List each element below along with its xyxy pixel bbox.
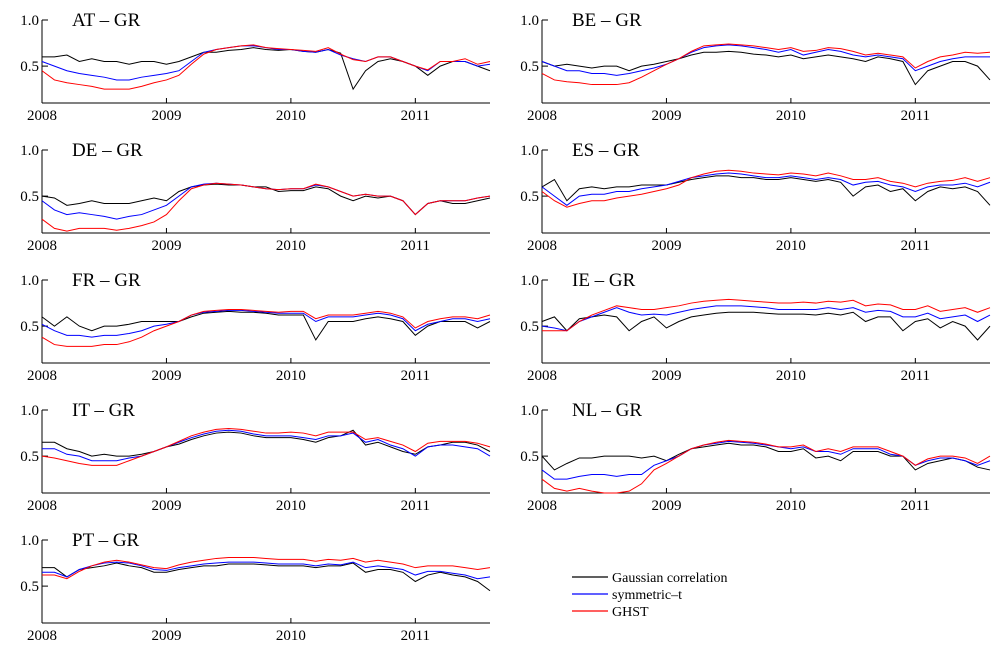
y-tick-label: 1.0 [20, 273, 39, 289]
x-tick-label: 2008 [527, 238, 557, 254]
x-tick-label: 2009 [651, 108, 681, 124]
x-tick-label: 2008 [27, 628, 57, 644]
series-line [41, 309, 491, 347]
x-tick-label: 2011 [401, 628, 430, 644]
y-tick-label: 0.5 [20, 59, 39, 75]
series-line [541, 50, 991, 86]
y-tick-label: 1.0 [520, 143, 539, 159]
series-line [541, 311, 991, 341]
y-tick-label: 1.0 [20, 13, 39, 29]
panel-title: NL – GR [572, 400, 642, 421]
series-line [541, 43, 991, 86]
y-tick-label: 1.0 [20, 143, 39, 159]
y-tick-label: 1.0 [20, 533, 39, 549]
series-line [541, 44, 990, 76]
x-tick-label: 2009 [151, 368, 181, 384]
panel-title: ES – GR [572, 140, 640, 161]
series-line [541, 172, 991, 206]
x-tick-label: 2010 [276, 368, 306, 384]
panel-title: FR – GR [72, 270, 141, 291]
x-tick-label: 2011 [401, 368, 430, 384]
x-tick-label: 2010 [276, 628, 306, 644]
y-tick-label: 0.5 [20, 579, 39, 595]
x-tick-label: 2008 [527, 368, 557, 384]
series-line [42, 557, 491, 580]
series-line [42, 429, 491, 457]
x-tick-label: 2008 [27, 108, 57, 124]
x-tick-label: 2010 [776, 368, 806, 384]
panel-title: IE – GR [572, 270, 636, 291]
y-tick-label: 1.0 [520, 273, 539, 289]
x-tick-label: 2010 [776, 238, 806, 254]
x-tick-label: 2011 [901, 498, 930, 514]
series-line [42, 561, 491, 580]
y-tick-label: 0.5 [520, 449, 539, 465]
x-tick-label: 2009 [151, 108, 181, 124]
x-tick-label: 2009 [651, 498, 681, 514]
series-line [41, 427, 491, 466]
series-line [42, 429, 491, 462]
x-tick-label: 2010 [776, 498, 806, 514]
x-tick-label: 2009 [651, 238, 681, 254]
x-tick-label: 2008 [27, 498, 57, 514]
x-tick-label: 2008 [27, 238, 57, 254]
panel-title: PT – GR [72, 530, 140, 551]
panel-title: AT – GR [72, 10, 141, 31]
y-tick-label: 1.0 [520, 403, 539, 419]
panel-title: DE – GR [72, 140, 143, 161]
series-line [542, 298, 991, 332]
panel-title: BE – GR [572, 10, 642, 31]
y-tick-label: 0.5 [20, 319, 39, 335]
y-tick-label: 1.0 [520, 13, 539, 29]
series-line [541, 439, 991, 494]
series-line [42, 562, 491, 592]
series-line [41, 182, 491, 232]
x-tick-label: 2011 [901, 108, 930, 124]
x-tick-label: 2011 [901, 238, 930, 254]
y-tick-label: 0.5 [520, 319, 539, 335]
series-line [541, 169, 991, 208]
y-tick-label: 0.5 [520, 189, 539, 205]
panel-title: IT – GR [72, 400, 135, 421]
series-line [41, 45, 491, 81]
legend-label: symmetric–t [612, 588, 682, 603]
x-tick-label: 2010 [276, 238, 306, 254]
x-tick-label: 2009 [151, 498, 181, 514]
series-line [541, 442, 991, 471]
y-tick-label: 1.0 [20, 403, 39, 419]
x-tick-label: 2010 [776, 108, 806, 124]
x-tick-label: 2010 [276, 108, 306, 124]
x-tick-label: 2011 [401, 108, 430, 124]
x-tick-label: 2008 [527, 498, 557, 514]
series-line [541, 175, 991, 206]
series-line [541, 305, 991, 332]
x-tick-label: 2008 [527, 108, 557, 124]
x-tick-label: 2008 [27, 368, 57, 384]
y-tick-label: 0.5 [520, 59, 539, 75]
x-tick-label: 2011 [401, 498, 430, 514]
legend-label: GHST [612, 605, 649, 620]
x-tick-label: 2011 [401, 238, 430, 254]
x-tick-label: 2010 [276, 498, 306, 514]
series-line [41, 309, 491, 338]
x-tick-label: 2009 [651, 368, 681, 384]
x-tick-label: 2009 [151, 238, 181, 254]
y-tick-label: 0.5 [20, 189, 39, 205]
x-tick-label: 2011 [901, 368, 930, 384]
x-tick-label: 2009 [151, 628, 181, 644]
legend-label: Gaussian correlation [612, 571, 727, 586]
y-tick-label: 0.5 [20, 449, 39, 465]
series-line [41, 44, 491, 90]
series-line [41, 310, 491, 341]
